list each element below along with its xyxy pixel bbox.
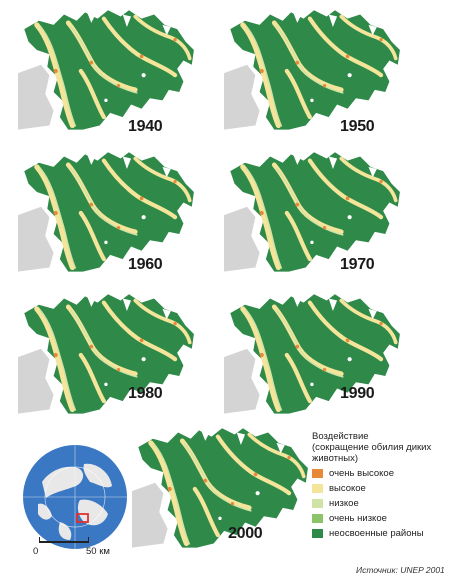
regional-map-1940 bbox=[18, 6, 196, 136]
scale-tick-start bbox=[39, 537, 40, 543]
legend: Воздействие (сокращение обилия диких жив… bbox=[312, 431, 447, 541]
legend-label: высокое bbox=[329, 483, 366, 494]
legend-swatch bbox=[312, 499, 323, 508]
map-year-label: 1990 bbox=[340, 385, 375, 402]
legend-item: низкое bbox=[312, 496, 447, 511]
legend-item: неосвоенные районы bbox=[312, 526, 447, 541]
map-panel-1980: 1980 bbox=[18, 290, 196, 420]
regional-map-1970 bbox=[224, 148, 402, 278]
legend-label: очень высокое bbox=[329, 468, 394, 479]
regional-map-1960 bbox=[18, 148, 196, 278]
legend-swatch bbox=[312, 469, 323, 478]
regional-map-1980 bbox=[18, 290, 196, 420]
regional-map-2000 bbox=[132, 424, 310, 554]
legend-label: низкое bbox=[329, 498, 359, 509]
legend-item: высокое bbox=[312, 481, 447, 496]
regional-map-1990 bbox=[224, 290, 402, 420]
locator-globe bbox=[23, 445, 127, 549]
legend-item: очень низкое bbox=[312, 511, 447, 526]
legend-title-line: животных) bbox=[312, 453, 359, 464]
map-panel-1940: 1940 bbox=[18, 6, 196, 136]
legend-label: очень низкое bbox=[329, 513, 387, 524]
scale-end-label: 50 км bbox=[86, 546, 110, 557]
map-panel-1960: 1960 bbox=[18, 148, 196, 278]
legend-swatch bbox=[312, 529, 323, 538]
regional-map-1950 bbox=[224, 6, 402, 136]
map-panel-1990: 1990 bbox=[224, 290, 402, 420]
map-panel-2000: 2000 bbox=[132, 424, 310, 554]
scale-start-label: 0 bbox=[33, 546, 39, 557]
legend-title: Воздействие (сокращение обилия диких жив… bbox=[312, 431, 447, 464]
scale-bar: 0 50 км bbox=[22, 535, 122, 559]
source-caption: Источник: UNEP 2001 bbox=[356, 565, 445, 575]
legend-label: неосвоенные районы bbox=[329, 528, 424, 539]
map-panel-1950: 1950 bbox=[224, 6, 402, 136]
legend-item: очень высокое bbox=[312, 466, 447, 481]
map-year-label: 2000 bbox=[228, 525, 263, 542]
map-year-label: 1940 bbox=[128, 118, 163, 135]
scale-tick-end bbox=[88, 537, 89, 543]
map-year-label: 1950 bbox=[340, 118, 375, 135]
scale-line bbox=[39, 541, 89, 543]
map-panel-1970: 1970 bbox=[224, 148, 402, 278]
legend-swatch bbox=[312, 514, 323, 523]
map-year-label: 1970 bbox=[340, 256, 375, 273]
map-year-label: 1980 bbox=[128, 385, 163, 402]
map-year-label: 1960 bbox=[128, 256, 163, 273]
legend-swatch bbox=[312, 484, 323, 493]
legend-title-line: Воздействие bbox=[312, 431, 369, 442]
legend-title-line: (сокращение обилия диких bbox=[312, 442, 432, 453]
